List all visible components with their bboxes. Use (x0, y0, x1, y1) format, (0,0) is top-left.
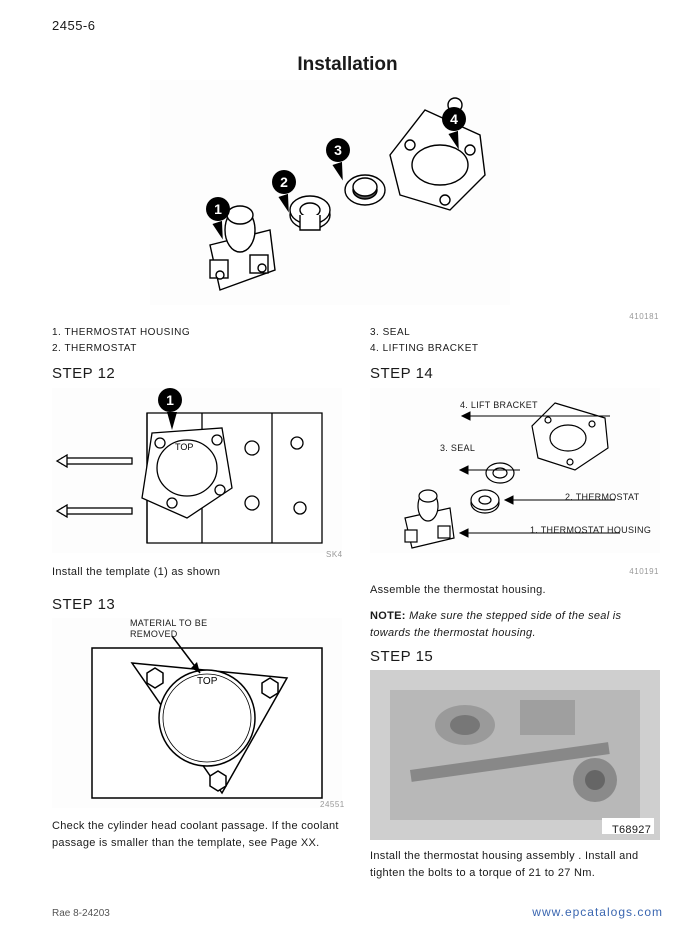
callout-4: 4 (442, 107, 466, 131)
step14-l4: 4. LIFT BRACKET (460, 400, 538, 410)
step14-l1: 1. THERMOSTAT HOUSING (530, 525, 651, 535)
step13-ref: 24551 (320, 800, 345, 809)
callout-1: 1 (206, 197, 230, 221)
step14-text: Assemble the thermostat housing. (370, 582, 660, 599)
step15-photo (370, 670, 660, 840)
step15-heading: STEP 15 (370, 648, 433, 665)
step14-heading: STEP 14 (370, 365, 433, 382)
page-title: Installation (0, 54, 695, 76)
step15-text: Install the thermostat housing assembly … (370, 848, 660, 881)
page-number: 2455-6 (52, 18, 95, 33)
callout-2: 2 (272, 170, 296, 194)
step13-material-label: MATERIAL TO BE REMOVED (130, 618, 220, 640)
step12-figure: TOP (52, 388, 342, 553)
svg-text:TOP: TOP (175, 442, 193, 452)
callout-3: 3 (326, 138, 350, 162)
footer-link[interactable]: www.epcatalogs.com (532, 905, 663, 919)
legend-right: 3. SEAL 4. LIFTING BRACKET (370, 325, 478, 357)
footer-print: pad (652, 910, 665, 919)
step13-figure: TOP (52, 618, 342, 808)
legend-left: 1. THERMOSTAT HOUSING 2. THERMOSTAT (52, 325, 190, 357)
step13-heading: STEP 13 (52, 596, 115, 613)
svg-text:TOP: TOP (197, 676, 218, 687)
step12-heading: STEP 12 (52, 365, 115, 382)
step14-l2: 2. THERMOSTAT (565, 492, 639, 502)
step12-ref: SK4 (326, 550, 343, 559)
step13-text: Check the cylinder head coolant passage.… (52, 818, 342, 851)
step14-l3: 3. SEAL (440, 443, 475, 453)
step15-photo-ref: T68927 (612, 824, 651, 836)
main-ref-id: 410181 (629, 312, 659, 321)
footer-left: Rae 8-24203 (52, 908, 110, 919)
step14-note: NOTE: Make sure the stepped side of the … (370, 608, 660, 641)
step12-text: Install the template (1) as shown (52, 564, 342, 581)
step12-callout: 1 (158, 388, 182, 412)
step14-ref: 410191 (629, 567, 659, 576)
step12-callout-arrow (167, 412, 177, 430)
